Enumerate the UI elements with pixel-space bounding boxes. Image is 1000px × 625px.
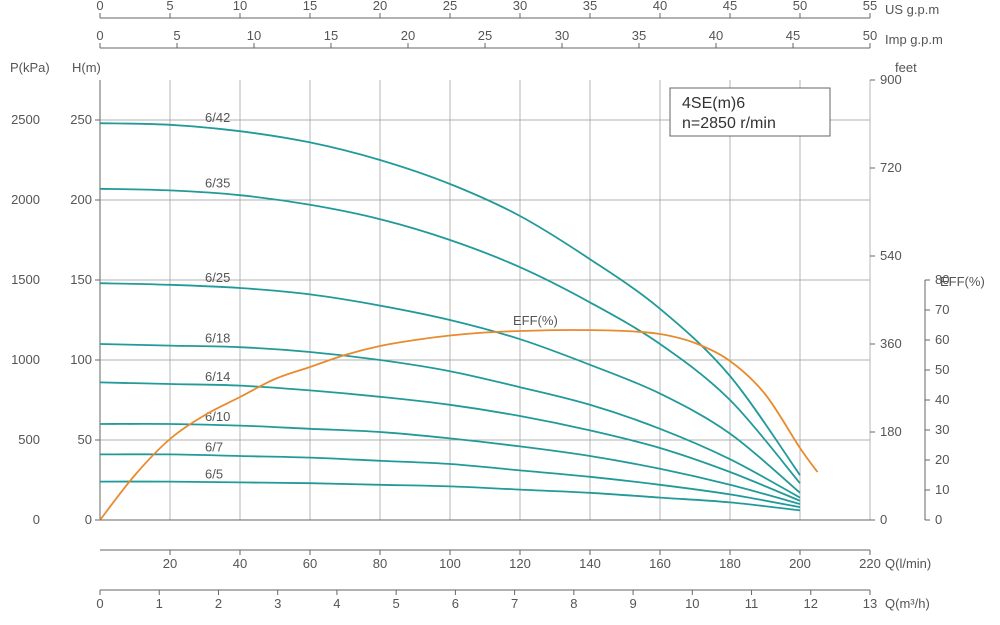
svg-text:6/18: 6/18 xyxy=(205,331,230,346)
svg-text:13: 13 xyxy=(863,596,877,611)
svg-text:0: 0 xyxy=(33,512,40,527)
svg-text:10: 10 xyxy=(247,28,261,43)
svg-text:6: 6 xyxy=(452,596,459,611)
svg-text:0: 0 xyxy=(96,0,103,13)
svg-text:3: 3 xyxy=(274,596,281,611)
svg-text:6/5: 6/5 xyxy=(205,467,223,482)
svg-text:15: 15 xyxy=(324,28,338,43)
svg-text:20: 20 xyxy=(935,452,949,467)
svg-text:40: 40 xyxy=(233,556,247,571)
svg-text:Q(m³/h): Q(m³/h) xyxy=(885,596,930,611)
svg-text:180: 180 xyxy=(880,424,902,439)
svg-text:40: 40 xyxy=(709,28,723,43)
svg-text:1: 1 xyxy=(156,596,163,611)
svg-text:160: 160 xyxy=(649,556,671,571)
svg-text:20: 20 xyxy=(373,0,387,13)
svg-text:4: 4 xyxy=(333,596,340,611)
svg-text:900: 900 xyxy=(880,72,902,87)
svg-text:6/14: 6/14 xyxy=(205,369,230,384)
svg-text:25: 25 xyxy=(478,28,492,43)
svg-text:540: 540 xyxy=(880,248,902,263)
svg-text:7: 7 xyxy=(511,596,518,611)
svg-text:200: 200 xyxy=(70,192,92,207)
svg-text:6/10: 6/10 xyxy=(205,409,230,424)
svg-text:0: 0 xyxy=(935,512,942,527)
svg-text:60: 60 xyxy=(303,556,317,571)
svg-text:Q(l/min): Q(l/min) xyxy=(885,556,931,571)
svg-text:0: 0 xyxy=(96,28,103,43)
svg-text:50: 50 xyxy=(935,362,949,377)
svg-text:9: 9 xyxy=(629,596,636,611)
svg-text:50: 50 xyxy=(863,28,877,43)
svg-text:1000: 1000 xyxy=(11,352,40,367)
svg-text:30: 30 xyxy=(513,0,527,13)
svg-text:50: 50 xyxy=(793,0,807,13)
svg-text:12: 12 xyxy=(804,596,818,611)
svg-text:150: 150 xyxy=(70,272,92,287)
svg-text:11: 11 xyxy=(745,596,759,611)
svg-text:10: 10 xyxy=(685,596,699,611)
svg-text:500: 500 xyxy=(18,432,40,447)
svg-text:250: 250 xyxy=(70,112,92,127)
svg-text:0: 0 xyxy=(85,512,92,527)
svg-text:120: 120 xyxy=(509,556,531,571)
svg-text:5: 5 xyxy=(393,596,400,611)
svg-text:6/42: 6/42 xyxy=(205,110,230,125)
svg-text:10: 10 xyxy=(935,482,949,497)
svg-text:55: 55 xyxy=(863,0,877,13)
svg-text:70: 70 xyxy=(935,302,949,317)
svg-text:25: 25 xyxy=(443,0,457,13)
svg-text:2500: 2500 xyxy=(11,112,40,127)
svg-text:P(kPa): P(kPa) xyxy=(10,60,50,75)
svg-text:45: 45 xyxy=(786,28,800,43)
svg-text:5: 5 xyxy=(173,28,180,43)
svg-text:EFF(%): EFF(%) xyxy=(513,313,558,328)
svg-text:15: 15 xyxy=(303,0,317,13)
svg-text:4SE(m)6: 4SE(m)6 xyxy=(682,95,745,112)
svg-text:10: 10 xyxy=(233,0,247,13)
svg-text:40: 40 xyxy=(653,0,667,13)
svg-text:35: 35 xyxy=(632,28,646,43)
svg-text:20: 20 xyxy=(401,28,415,43)
svg-text:40: 40 xyxy=(935,392,949,407)
svg-text:0: 0 xyxy=(96,596,103,611)
svg-text:8: 8 xyxy=(570,596,577,611)
svg-text:180: 180 xyxy=(719,556,741,571)
svg-text:35: 35 xyxy=(583,0,597,13)
svg-text:6/35: 6/35 xyxy=(205,175,230,190)
svg-text:20: 20 xyxy=(163,556,177,571)
svg-text:Imp g.p.m: Imp g.p.m xyxy=(885,32,943,47)
svg-text:0: 0 xyxy=(880,512,887,527)
svg-text:30: 30 xyxy=(555,28,569,43)
svg-text:6/7: 6/7 xyxy=(205,439,223,454)
svg-text:6/25: 6/25 xyxy=(205,270,230,285)
svg-text:5: 5 xyxy=(166,0,173,13)
svg-text:1500: 1500 xyxy=(11,272,40,287)
svg-text:200: 200 xyxy=(789,556,811,571)
svg-text:H(m): H(m) xyxy=(72,60,101,75)
svg-text:100: 100 xyxy=(439,556,461,571)
svg-text:n=2850 r/min: n=2850 r/min xyxy=(682,115,776,132)
svg-text:2: 2 xyxy=(215,596,222,611)
svg-text:220: 220 xyxy=(859,556,881,571)
svg-text:2000: 2000 xyxy=(11,192,40,207)
pump-performance-chart: 0510152025303540455055US g.p.m0510152025… xyxy=(0,0,1000,625)
svg-text:50: 50 xyxy=(78,432,92,447)
svg-text:720: 720 xyxy=(880,160,902,175)
svg-text:US g.p.m: US g.p.m xyxy=(885,2,939,17)
svg-text:360: 360 xyxy=(880,336,902,351)
chart-svg: 0510152025303540455055US g.p.m0510152025… xyxy=(0,0,1000,625)
svg-text:30: 30 xyxy=(935,422,949,437)
svg-text:80: 80 xyxy=(373,556,387,571)
svg-text:60: 60 xyxy=(935,332,949,347)
svg-text:80: 80 xyxy=(935,272,949,287)
svg-text:100: 100 xyxy=(70,352,92,367)
svg-text:140: 140 xyxy=(579,556,601,571)
svg-text:45: 45 xyxy=(723,0,737,13)
